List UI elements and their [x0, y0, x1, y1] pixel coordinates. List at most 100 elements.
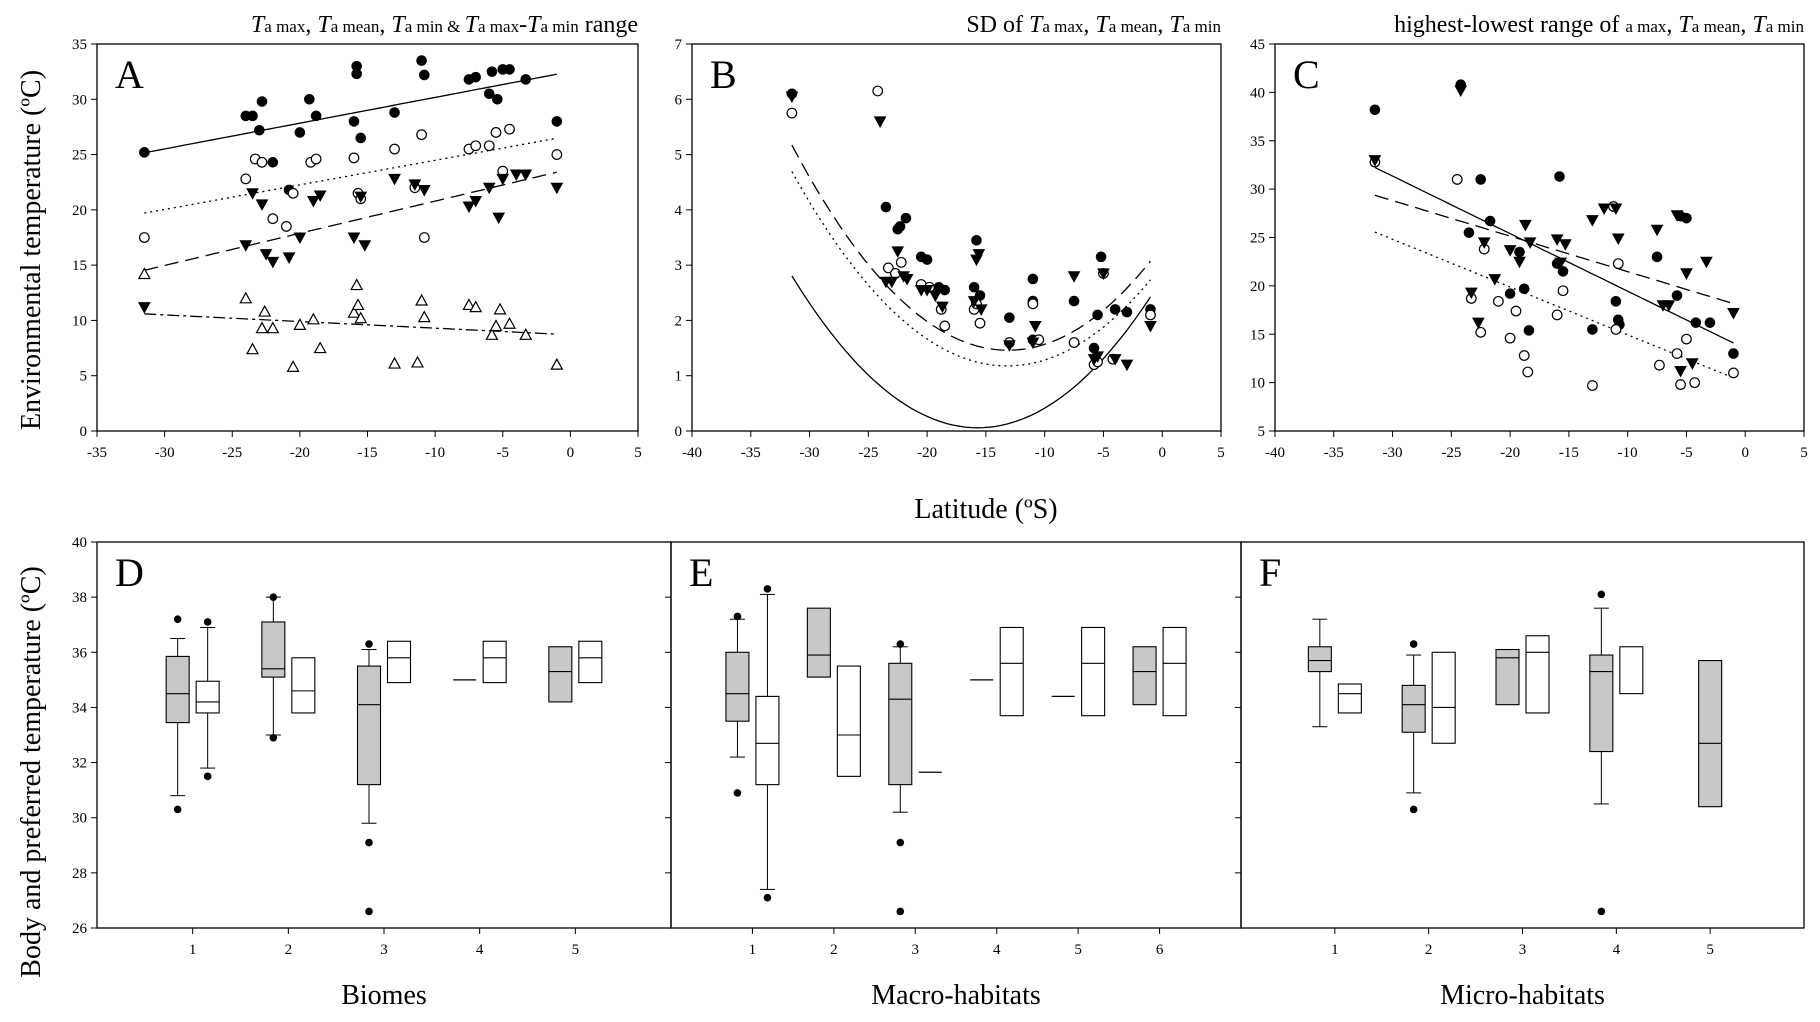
- data-point: [255, 199, 269, 211]
- x-tick-label: -25: [222, 445, 242, 461]
- outlier-point: [763, 893, 772, 902]
- data-point: [348, 152, 360, 164]
- data-point: [417, 184, 431, 197]
- box-iqr: [356, 665, 382, 786]
- panel-title-segment: T: [391, 12, 406, 38]
- data-point: [1690, 317, 1702, 328]
- x-tick-label: -30: [800, 445, 820, 461]
- data-point: [882, 262, 894, 274]
- data-point: [1557, 285, 1569, 297]
- y-tick-label: 40: [1250, 85, 1265, 101]
- x-tick-label: -15: [1559, 445, 1579, 461]
- outlier-point: [896, 640, 905, 648]
- shared-xlabel-top: Latitude (ºS): [914, 494, 1057, 525]
- data-point: [1681, 333, 1692, 345]
- panel-title-segment: T: [1095, 12, 1110, 38]
- box-preferred-temperature: [1337, 683, 1362, 714]
- data-point: [462, 201, 476, 214]
- data-point: [286, 360, 300, 372]
- data-point: [1554, 257, 1568, 270]
- panel-title-segment: T: [1752, 12, 1767, 38]
- data-point: [350, 278, 364, 291]
- data-point: [351, 298, 365, 311]
- x-tick-label: -20: [290, 445, 310, 461]
- plot-frame-f: [1240, 541, 1805, 929]
- y-tick-label: 5: [80, 369, 88, 385]
- x-tick-label: 3: [380, 942, 388, 958]
- x-tick-label: 4: [476, 942, 484, 958]
- shared-ylabel-bottom: Body and preferred temperature (ºC): [16, 566, 47, 977]
- data-point: [968, 281, 980, 293]
- data-point: [504, 64, 515, 75]
- x-tick-label: 3: [912, 942, 920, 958]
- data-point: [939, 320, 951, 332]
- data-point: [418, 232, 430, 243]
- data-point: [1559, 239, 1572, 251]
- data-point: [313, 190, 327, 203]
- data-point: [358, 240, 372, 252]
- data-point: [294, 127, 306, 138]
- box-iqr: [836, 665, 861, 777]
- data-point: [1068, 295, 1080, 307]
- data-point: [550, 357, 564, 370]
- x-tick-label: -10: [1618, 445, 1638, 461]
- panel-title-segment: ,: [305, 12, 317, 38]
- data-point: [1704, 317, 1716, 328]
- data-point: [266, 321, 280, 334]
- data-point: [1689, 377, 1701, 389]
- box-iqr: [755, 695, 780, 786]
- y-tick-label: 30: [1250, 182, 1265, 198]
- x-tick-label: 2: [285, 942, 293, 958]
- data-point: [900, 273, 914, 286]
- box-iqr: [1132, 646, 1157, 706]
- x-tick-label: -35: [1324, 445, 1344, 461]
- data-point: [1612, 258, 1624, 270]
- x-tick-label: 5: [634, 445, 642, 461]
- box-body-temperature: [1698, 660, 1723, 808]
- box-body-temperature: [1589, 590, 1614, 916]
- data-point: [411, 355, 425, 368]
- data-point: [354, 311, 368, 324]
- data-point: [1492, 295, 1504, 307]
- data-point: [1586, 380, 1598, 391]
- data-point: [1519, 219, 1532, 232]
- outlier-point: [733, 612, 742, 621]
- y-tick-label: 10: [72, 313, 87, 329]
- y-tick-label: 5: [675, 148, 683, 164]
- data-point: [550, 182, 564, 195]
- x-tick-label: 2: [830, 942, 838, 958]
- data-point: [258, 304, 272, 317]
- data-point: [496, 173, 510, 186]
- data-point: [894, 221, 906, 232]
- panel-title-segment: a max: [1042, 17, 1084, 36]
- data-point: [470, 71, 482, 83]
- data-point: [347, 232, 361, 245]
- y-tick-label: 0: [675, 424, 683, 440]
- panel-letter-a: A: [115, 52, 144, 97]
- panel-title-segment: ,: [379, 12, 391, 38]
- data-point: [490, 127, 502, 138]
- y-tick-label: 28: [72, 866, 87, 882]
- data-point: [1484, 215, 1496, 227]
- y-tick-label: 36: [72, 645, 88, 661]
- box-iqr: [1619, 646, 1644, 695]
- data-point: [287, 187, 299, 199]
- data-point: [388, 173, 401, 186]
- data-point: [1675, 379, 1686, 390]
- outlier-point: [1597, 590, 1606, 599]
- outlier-point: [365, 640, 373, 648]
- plot-frame-c: [1274, 43, 1805, 432]
- data-point: [256, 156, 268, 168]
- data-point: [1685, 358, 1699, 370]
- panel-title-segment: a max: [264, 17, 306, 36]
- x-tick-label: -30: [155, 445, 175, 461]
- data-point: [304, 93, 315, 105]
- box-iqr: [386, 640, 412, 684]
- box-iqr: [578, 640, 603, 684]
- data-point: [1586, 215, 1599, 227]
- data-point: [928, 290, 942, 303]
- data-point: [1610, 324, 1622, 335]
- outlier-point: [896, 838, 905, 847]
